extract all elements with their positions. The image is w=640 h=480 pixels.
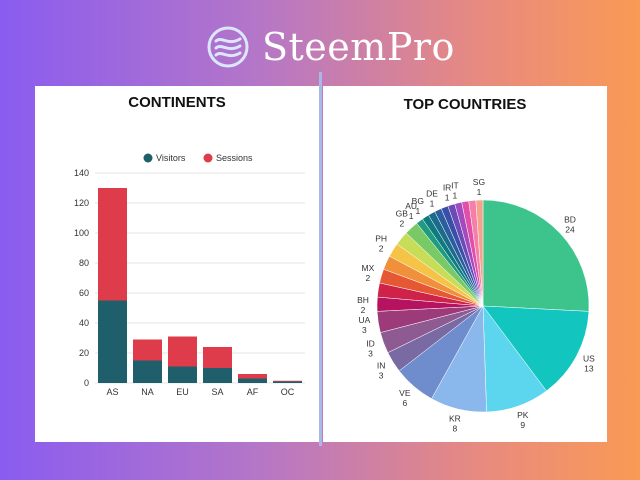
continents-bar-chart: 0 20 40 60 80 100 120 140 Visitors Sessions AS NA EU… [74, 153, 305, 397]
pie-slice [475, 199, 484, 307]
pie-value-label: 2 [399, 219, 404, 229]
pie-label: VE [399, 388, 411, 398]
legend-label: Sessions [216, 153, 253, 163]
y-tick-label: 60 [79, 288, 89, 298]
y-tick-label: 40 [79, 318, 89, 328]
x-tick-label: AS [106, 387, 118, 397]
bar-segment [168, 366, 197, 383]
brand-name: SteemPro [262, 25, 455, 69]
bar-segment [273, 380, 302, 382]
pie-label: PH [375, 234, 387, 244]
pie-value-label: 2 [379, 244, 384, 254]
pie-slice [482, 199, 590, 312]
bar-segment [98, 188, 127, 301]
panel-divider [319, 72, 322, 446]
pie-slice [482, 305, 590, 392]
pie-value-label: 13 [584, 363, 594, 373]
x-tick-label: OC [281, 387, 295, 397]
pie-label: UA [358, 315, 370, 325]
continents-title: CONTINENTS [128, 94, 226, 111]
pie-value-label: 1 [445, 193, 450, 203]
pie-label: SG [473, 177, 485, 187]
x-tick-label: EU [176, 387, 189, 397]
pie-value-label: 3 [379, 370, 384, 380]
bar-segment [133, 360, 162, 383]
pie-value-label: 8 [453, 424, 458, 434]
pie-label: BD [564, 214, 576, 224]
pie-value-label: 1 [409, 211, 414, 221]
pie-value-label: 1 [415, 206, 420, 216]
pie-value-label: 24 [565, 224, 575, 234]
countries-panel: TOP COUNTRIES BD 24 US 13 PK 9 KR 8 VE 6 IN 3 ID 3 UA 3… [323, 86, 607, 442]
pie-value-label: 6 [402, 398, 407, 408]
x-tick-label: AF [247, 387, 259, 397]
waves-logo-icon [207, 26, 249, 68]
bar-segment [98, 300, 127, 383]
y-tick-label: 80 [79, 258, 89, 268]
pie-value-label: 3 [368, 349, 373, 359]
x-tick-label: SA [211, 387, 223, 397]
legend-label: Visitors [156, 153, 186, 163]
countries-pie-chart: BD24US13PK9KR8VE6IN3ID3UA3BH2MX2PH2GB2AU… [357, 177, 595, 434]
pie-label: MX [362, 263, 375, 273]
pie-label: AU [405, 201, 417, 211]
bar-segment [238, 374, 267, 379]
x-tick-label: NA [141, 387, 154, 397]
pie-label: ID [366, 339, 375, 349]
pie-label: BG [412, 196, 424, 206]
pie-label: IR [443, 183, 452, 193]
y-tick-label: 100 [74, 228, 89, 238]
pie-label: PK [517, 410, 529, 420]
y-tick-label: 20 [79, 348, 89, 358]
pie-value-label: 2 [366, 273, 371, 283]
pie-value-label: 2 [361, 305, 366, 315]
pie-value-label: 1 [453, 190, 458, 200]
bar-segment [168, 336, 197, 367]
y-tick-label: 0 [84, 378, 89, 388]
bar-segment [203, 368, 232, 383]
pie-label: BH [357, 295, 369, 305]
y-tick-label: 140 [74, 168, 89, 178]
pie-label: KR [449, 414, 461, 424]
bar-segment [203, 347, 232, 368]
pie-value-label: 3 [362, 325, 367, 335]
legend-marker [203, 153, 213, 163]
pie-value-label: 1 [430, 198, 435, 208]
bar-segment [133, 339, 162, 361]
pie-value-label: 9 [520, 420, 525, 430]
brand: SteemPro [206, 22, 455, 72]
legend-marker [143, 153, 153, 163]
pie-label: IN [377, 360, 386, 370]
countries-title: TOP COUNTRIES [403, 96, 527, 113]
pie-label: US [583, 353, 595, 363]
pie-label: DE [426, 188, 438, 198]
pie-label: GB [396, 209, 409, 219]
y-tick-label: 120 [74, 198, 89, 208]
bar-segment [238, 378, 267, 383]
pie-label: IT [451, 180, 459, 190]
continents-panel: CONTINENTS 0 20 40 60 80 100 120 140 Visitors Ses… [35, 86, 319, 442]
bar-segment [273, 381, 302, 383]
pie-value-label: 1 [477, 187, 482, 197]
